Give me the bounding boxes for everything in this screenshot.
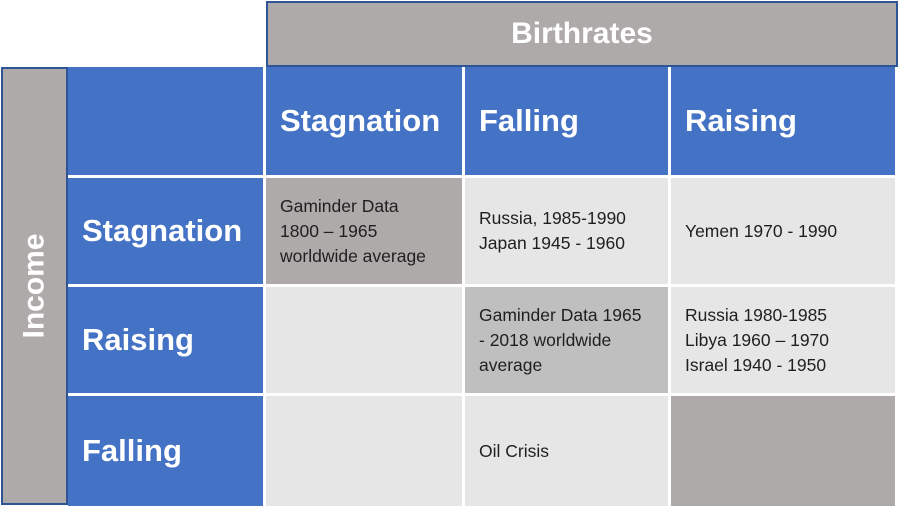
cell-text-line: Oil Crisis <box>479 440 549 461</box>
cell-text-line: Gaminder Data <box>280 195 399 216</box>
cell-text-line: 1800 – 1965 <box>280 220 378 241</box>
cell-raising-stagnation <box>266 287 465 396</box>
cell-text-line: Libya 1960 – 1970 <box>685 329 830 350</box>
row-header-stagnation: Stagnation <box>68 178 266 287</box>
column-header-falling: Falling <box>465 67 671 178</box>
cell-text-line: Russia 1980-1985 <box>685 304 828 325</box>
cell-stagnation-stagnation: Gaminder Data 1800 – 1965 worldwide aver… <box>266 178 465 287</box>
cell-text-line: Yemen 1970 - 1990 <box>685 220 838 241</box>
row-header-label: Falling <box>82 433 182 468</box>
cell-raising-raising: Russia 1980-1985 Libya 1960 – 1970 Israe… <box>671 287 898 396</box>
cell-text-line: average <box>479 354 543 375</box>
cell-text-line: - 2018 worldwide <box>479 329 612 350</box>
cell-text-line: Russia, 1985-1990 <box>479 208 626 228</box>
row-header-raising: Raising <box>68 287 266 396</box>
row-header-label: Stagnation <box>82 213 243 248</box>
birthrates-axis-title: Birthrates <box>266 1 898 67</box>
cell-text-line: Israel 1940 - 1950 <box>685 354 827 375</box>
cell-text-line: worldwide average <box>280 245 426 266</box>
cell-text-line: Japan 1945 - 1960 <box>479 233 625 253</box>
row-header-label: Raising <box>82 322 194 357</box>
row-header-falling: Falling <box>68 396 266 506</box>
corner-cell <box>68 67 266 178</box>
cell-raising-falling: Gaminder Data 1965 - 2018 worldwide aver… <box>465 287 671 396</box>
cell-stagnation-raising: Yemen 1970 - 1990 <box>671 178 898 287</box>
column-header-stagnation: Stagnation <box>266 67 465 178</box>
income-axis-title: Income <box>1 67 68 505</box>
cell-falling-falling: Oil Crisis <box>465 396 671 506</box>
column-header-raising: Raising <box>671 67 898 178</box>
cell-falling-stagnation <box>266 396 465 506</box>
cell-text-line: Gaminder Data 1965 <box>479 304 642 325</box>
column-header-label: Stagnation <box>280 103 441 138</box>
cell-stagnation-falling: Russia, 1985-1990 Japan 1945 - 1960 <box>465 178 671 287</box>
column-header-label: Raising <box>685 103 797 138</box>
birthrates-axis-label: Birthrates <box>511 17 653 50</box>
cell-falling-raising <box>671 396 898 506</box>
column-header-label: Falling <box>479 103 579 138</box>
income-axis-label: Income <box>17 233 51 339</box>
